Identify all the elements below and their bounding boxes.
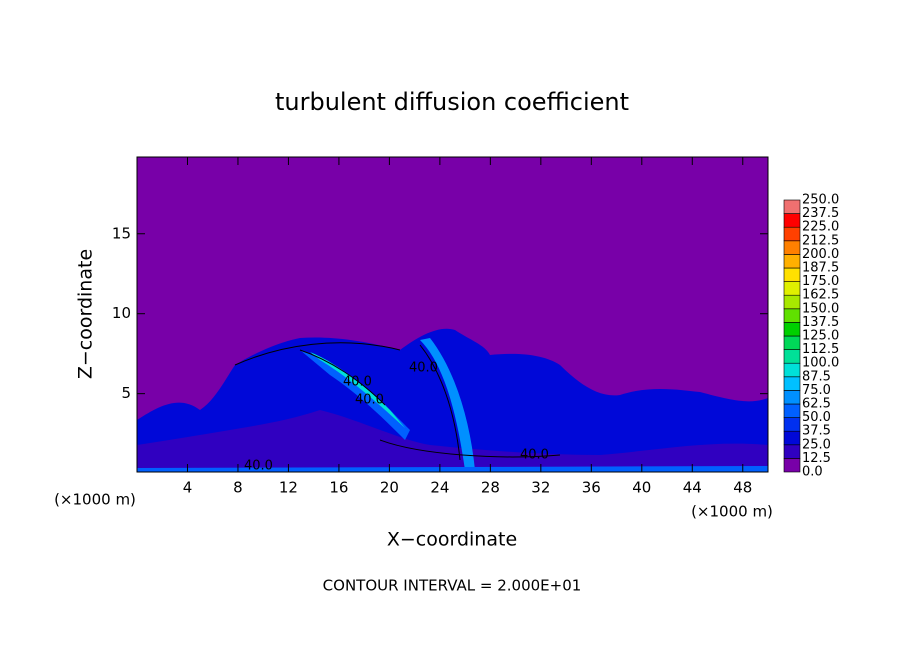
y-tick-label: 5 [121, 384, 131, 402]
colorbar-label: 250.0 [802, 193, 839, 208]
field [137, 157, 768, 472]
contour-line [234, 342, 561, 461]
colorbar-label: 37.5 [802, 424, 831, 439]
note: CONTOUR INTERVAL = 2.000E+01 [323, 577, 582, 595]
colorbar-label: 237.5 [802, 206, 839, 221]
colorbar-label: 12.5 [802, 451, 831, 466]
colorbar-segment [783, 308, 801, 323]
colorbar-label: 87.5 [802, 369, 831, 384]
colorbar-segment [783, 417, 801, 432]
contour-label: 40.0 [355, 393, 384, 408]
colorbar-segment [783, 403, 801, 418]
colorbar-label: 125.0 [802, 329, 839, 344]
colorbar-label: 100.0 [802, 356, 839, 371]
colorbar-label: 187.5 [802, 261, 839, 276]
colorbar-label: 25.0 [802, 437, 831, 452]
colorbar-label: 225.0 [802, 220, 839, 235]
x-axis-label: X−coordinate [387, 529, 517, 551]
colorbar-segment [783, 267, 801, 282]
colorbar-segment [783, 254, 801, 269]
field-region [137, 410, 768, 472]
x-tick-label: 40 [632, 479, 651, 497]
colorbar-segment [783, 430, 801, 446]
colorbar-label: 162.5 [802, 288, 839, 303]
chart-title: turbulent diffusion coefficient [275, 88, 629, 116]
contour-label: 40.0 [343, 375, 372, 390]
colorbar-label: 75.0 [802, 383, 831, 398]
colorbar-segment [783, 294, 801, 310]
colorbar-segment [783, 349, 801, 364]
colorbar-segment [783, 362, 801, 378]
colorbar-label: 0.0 [802, 465, 823, 480]
plot-frame [136, 156, 769, 473]
colorbar-segment [783, 281, 801, 296]
x-tick-label: 24 [430, 479, 449, 497]
y-tick-label: 15 [112, 224, 131, 242]
x-tick-label: 8 [233, 479, 243, 497]
y-unit: (×1000 m) [691, 503, 773, 521]
x-tick-label: 28 [481, 479, 500, 497]
colorbar-segment [783, 199, 801, 214]
colorbar-segment [783, 444, 801, 459]
x-tick-label: 32 [531, 479, 550, 497]
colorbar-segment [783, 240, 801, 255]
x-tick-label: 44 [683, 479, 702, 497]
colorbar-label: 50.0 [802, 410, 831, 425]
colorbar-label: 150.0 [802, 301, 839, 316]
colorbar-label: 212.5 [802, 233, 839, 248]
contour-label: 40.0 [244, 459, 273, 474]
colorbar-label: 62.5 [802, 397, 831, 412]
field-region [420, 338, 475, 470]
x-tick-label: 12 [279, 479, 298, 497]
x-tick-label: 20 [380, 479, 399, 497]
colorbar-label: 112.5 [802, 342, 839, 357]
y-tick-label: 10 [112, 304, 131, 322]
colorbar-segment [783, 213, 801, 228]
colorbar-segment [783, 376, 801, 391]
colorbar-segment [783, 322, 801, 337]
x-tick-label: 36 [582, 479, 601, 497]
contour-label: 40.0 [409, 361, 438, 376]
colorbar-segment [783, 335, 801, 350]
colorbar-label: 137.5 [802, 315, 839, 330]
x-tick-label: 48 [733, 479, 752, 497]
colorbar-label: 175.0 [802, 274, 839, 289]
field-region [137, 466, 768, 472]
contour-label: 40.0 [520, 448, 549, 463]
y-axis-label: Z−coordinate [75, 249, 97, 379]
colorbar-segment [783, 458, 801, 473]
field-region [300, 350, 410, 440]
colorbar-label: 200.0 [802, 247, 839, 262]
colorbar-segment [783, 226, 801, 242]
x-tick-label: 4 [183, 479, 193, 497]
colorbar-segment [783, 390, 801, 405]
x-tick-label: 16 [329, 479, 348, 497]
x-unit: (×1000 m) [54, 491, 136, 509]
